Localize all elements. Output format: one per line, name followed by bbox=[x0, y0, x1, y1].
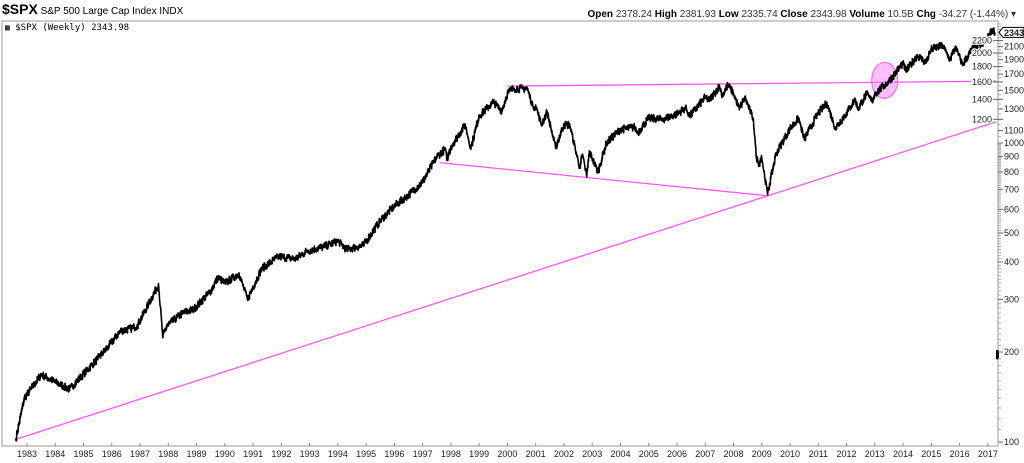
y-tick-label: 2100 bbox=[1004, 42, 1024, 52]
x-tick-label: 1983 bbox=[17, 449, 37, 459]
y-tick-label: 1600 bbox=[972, 77, 992, 87]
chg-label: Chg bbox=[916, 9, 936, 20]
y-tick-label: 1800 bbox=[972, 62, 992, 72]
y-tick-label: 1000 bbox=[1004, 138, 1024, 148]
trendline bbox=[507, 80, 997, 87]
last-price-tag: 2343. bbox=[998, 26, 1024, 38]
low-label: Low bbox=[718, 9, 739, 20]
x-tick-label: 2008 bbox=[723, 449, 743, 459]
y-tick-label: 1700 bbox=[1004, 69, 1024, 79]
x-tick-label: 1997 bbox=[413, 449, 433, 459]
x-tick-label: 2017 bbox=[978, 449, 998, 459]
x-tick-label: 2012 bbox=[837, 449, 857, 459]
x-tick-label: 2000 bbox=[497, 449, 517, 459]
volume-value: 10.5B bbox=[887, 9, 914, 20]
x-tick-label: 1990 bbox=[215, 449, 235, 459]
y-tick-label: 800 bbox=[1004, 167, 1019, 177]
x-tick-label: 1995 bbox=[356, 449, 376, 459]
x-tick-label: 1985 bbox=[74, 449, 94, 459]
price-line bbox=[14, 27, 996, 442]
price-tag-box bbox=[998, 26, 1024, 38]
y-tick-label: 1500 bbox=[1004, 85, 1024, 95]
x-tick-label: 1991 bbox=[243, 449, 263, 459]
index-name: S&P 500 Large Cap Index bbox=[40, 6, 157, 17]
exchange: INDX bbox=[159, 6, 184, 17]
x-tick-label: 2011 bbox=[809, 449, 828, 459]
annotations bbox=[15, 61, 999, 441]
y-tick-label: 300 bbox=[1004, 294, 1019, 304]
close-value: 2343.98 bbox=[810, 9, 847, 20]
x-tick-label: 2002 bbox=[554, 449, 574, 459]
y-tick-label: 400 bbox=[1004, 257, 1019, 267]
open-value: 2378.24 bbox=[615, 9, 652, 20]
chart-header: $SPX S&P 500 Large Cap Index INDX bbox=[2, 1, 183, 17]
y-tick-label: 200 bbox=[1004, 347, 1019, 357]
x-tick-label: 2009 bbox=[752, 449, 772, 459]
y-tick-label: 500 bbox=[1004, 228, 1019, 238]
x-tick-label: 2006 bbox=[667, 449, 687, 459]
y-tick-label: 2000 bbox=[972, 48, 992, 58]
y-tick-label: 1300 bbox=[1004, 104, 1024, 114]
plot-frame bbox=[1, 20, 999, 447]
candle-icon: ▦ bbox=[5, 23, 10, 32]
x-tick-label: 2007 bbox=[695, 449, 715, 459]
close-label: Close bbox=[780, 9, 808, 20]
x-tick-label: 2010 bbox=[780, 449, 800, 459]
x-tick-label: 2013 bbox=[865, 449, 885, 459]
x-tick-label: 1987 bbox=[130, 449, 150, 459]
legend-text: $SPX (Weekly) 2343.98 bbox=[15, 23, 130, 33]
y-tick-label: 2200 bbox=[972, 36, 992, 46]
y-tick-label: 600 bbox=[1004, 204, 1019, 214]
x-tick-label: 2016 bbox=[950, 449, 970, 459]
x-tick-label: 2003 bbox=[582, 449, 602, 459]
x-tick-label: 1988 bbox=[158, 449, 178, 459]
trendline bbox=[439, 161, 768, 197]
x-axis: 1983 1984 1985 1986 1987 1988 1989 1990 1991 1992… bbox=[17, 443, 998, 459]
x-tick-label: 1993 bbox=[300, 449, 320, 459]
high-value: 2381.93 bbox=[679, 9, 716, 20]
trendline bbox=[15, 121, 997, 441]
x-tick-label: 1996 bbox=[384, 449, 404, 459]
x-tick-label: 1984 bbox=[45, 449, 65, 459]
x-tick-label: 1998 bbox=[441, 449, 461, 459]
y-tick-label: 1400 bbox=[972, 94, 992, 104]
x-tick-label: 1989 bbox=[187, 449, 207, 459]
y-tick-label: 1100 bbox=[1004, 126, 1023, 136]
chg-value: -34.27 (-1.44%) bbox=[938, 9, 1009, 20]
y-tick-label: 100 bbox=[1004, 437, 1019, 447]
quote-bar: Open 2378.24 High 2381.93 Low 2335.74 Cl… bbox=[587, 9, 1016, 20]
y-tick-label: 900 bbox=[1004, 152, 1019, 162]
x-tick-label: 2004 bbox=[610, 449, 630, 459]
y-tick-label: 1200 bbox=[972, 114, 992, 124]
x-tick-label: 1994 bbox=[328, 449, 348, 459]
volume-marker bbox=[996, 350, 999, 360]
open-label: Open bbox=[587, 9, 614, 20]
low-value: 2335.74 bbox=[741, 9, 778, 20]
x-tick-label: 2005 bbox=[639, 449, 659, 459]
high-label: High bbox=[654, 9, 677, 20]
x-tick-label: 2001 bbox=[526, 449, 546, 459]
legend: ▦ $SPX (Weekly) 2343.98 bbox=[5, 23, 129, 33]
y-tick-label: 1900 bbox=[1004, 55, 1024, 65]
x-tick-label: 1999 bbox=[469, 449, 489, 459]
x-tick-label: 2015 bbox=[921, 449, 941, 459]
x-tick-label: 2014 bbox=[893, 449, 913, 459]
volume-label: Volume bbox=[849, 9, 885, 20]
x-tick-label: 1992 bbox=[271, 449, 291, 459]
price-tag-label: 2343. bbox=[1004, 28, 1024, 38]
x-tick-label: 1986 bbox=[102, 449, 122, 459]
caret-down-icon[interactable]: ▾ bbox=[1010, 9, 1016, 20]
y-tick-label: 700 bbox=[1004, 184, 1019, 194]
y-axis: 100 200 300 400 500 600 700 800 900 1000 1100 1200 1… bbox=[971, 23, 1024, 447]
symbol: $SPX bbox=[2, 1, 38, 17]
